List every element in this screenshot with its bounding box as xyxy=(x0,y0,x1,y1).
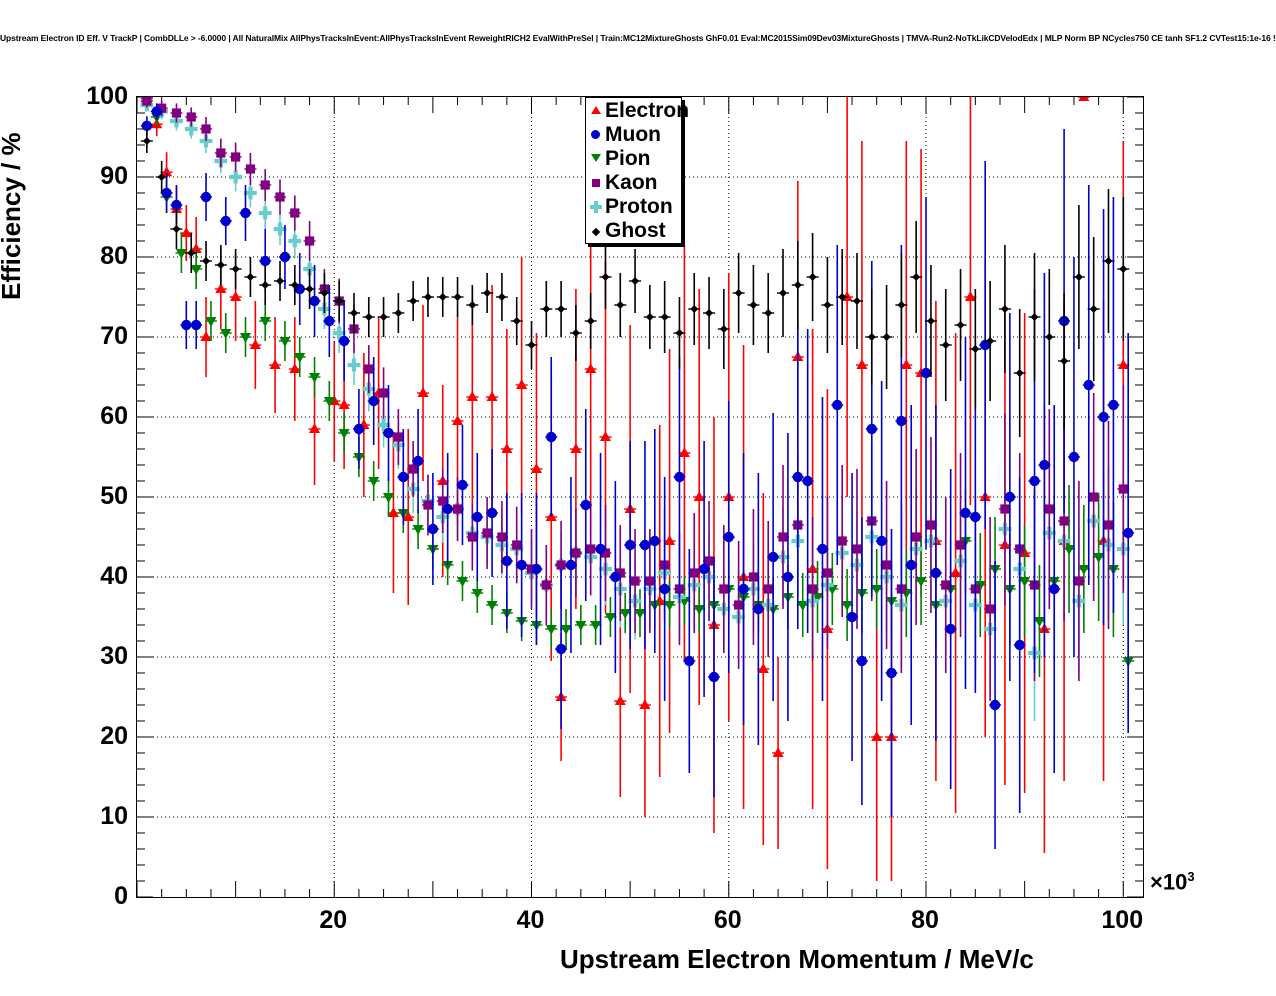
legend-label: Pion xyxy=(605,146,651,170)
x-axis-exponent-power: 3 xyxy=(1187,869,1195,884)
y-tick-label: 20 xyxy=(100,722,128,750)
legend-entry-pion[interactable]: Pion xyxy=(586,146,681,170)
legend-label: Ghost xyxy=(605,219,666,243)
y-tick-label: 10 xyxy=(100,802,128,830)
x-axis-exponent-base: ×10 xyxy=(1150,869,1188,895)
legend-label: Muon xyxy=(605,122,661,146)
legend-entry-muon[interactable]: Muon xyxy=(586,122,681,146)
tick-layer xyxy=(137,97,1143,897)
legend-entry-electron[interactable]: Electron xyxy=(586,98,689,122)
x-tick-label: 40 xyxy=(516,906,545,934)
y-tick-label: 40 xyxy=(100,562,128,590)
square-marker-icon xyxy=(588,172,604,192)
y-tick-label: 0 xyxy=(114,882,128,910)
triangle-down-marker-icon xyxy=(588,148,604,168)
data-series-layer xyxy=(140,97,1135,881)
y-tick-label: 30 xyxy=(100,642,128,670)
y-tick-label: 100 xyxy=(86,82,128,110)
y-tick-label: 50 xyxy=(100,482,128,510)
y-tick-label: 90 xyxy=(100,162,128,190)
y-tick-label: 60 xyxy=(100,402,128,430)
legend-label: Electron xyxy=(605,98,690,122)
diamond-marker-icon xyxy=(588,221,604,241)
plot-canvas xyxy=(137,97,1143,897)
y-tick-label: 80 xyxy=(100,242,128,270)
plot-frame xyxy=(136,96,1144,898)
legend-box: Electron Muon Pion Kaon Proton Ghost xyxy=(585,97,689,244)
x-tick-label: 80 xyxy=(911,906,939,934)
legend-label: Proton xyxy=(605,194,673,218)
x-tick-label: 100 xyxy=(1101,906,1144,934)
x-axis-exponent: ×103 xyxy=(1150,869,1195,895)
circle-marker-icon xyxy=(588,124,604,144)
triangle-up-marker-icon xyxy=(588,100,604,120)
legend-entry-proton[interactable]: Proton xyxy=(586,194,681,218)
plot-title: Upstream Electron ID Eff. V TrackP | Com… xyxy=(0,33,1276,43)
x-tick-label: 20 xyxy=(319,906,348,934)
legend-entry-kaon[interactable]: Kaon xyxy=(586,170,681,194)
y-axis-title: Efficiency / % xyxy=(0,132,26,300)
legend-label: Kaon xyxy=(605,170,658,194)
y-tick-label: 70 xyxy=(100,322,128,350)
series-muon xyxy=(140,103,1135,849)
x-tick-label: 60 xyxy=(713,906,742,934)
series-ghost xyxy=(140,129,1130,437)
x-axis-title: Upstream Electron Momentum / MeV/c xyxy=(560,944,1034,974)
legend-entry-ghost[interactable]: Ghost xyxy=(586,218,681,242)
cross-marker-icon xyxy=(588,196,604,216)
